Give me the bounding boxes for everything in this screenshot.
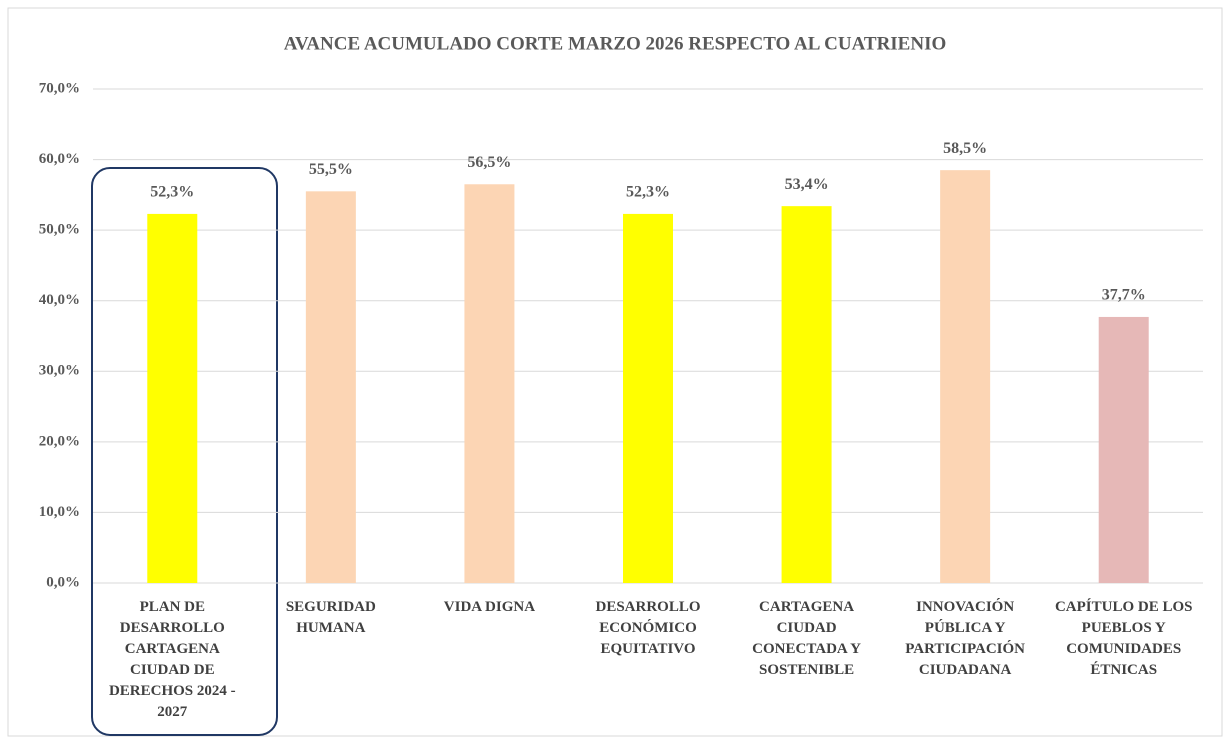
x-tick-label: PLAN DE DESARROLLO CARTAGENA CIUDAD DE D…: [108, 599, 236, 720]
value-label: 56,5%: [467, 154, 511, 171]
x-tick-label: DESARROLLO ECONÓMICO EQUITATIVO: [595, 599, 701, 657]
y-tick-label: 40,0%: [39, 292, 80, 308]
y-tick-label: 70,0%: [39, 80, 80, 96]
value-label: 52,3%: [150, 184, 194, 201]
x-tick-label: CARTAGENA CIUDAD CONECTADA Y SOSTENIBLE: [752, 599, 861, 678]
bar: [464, 184, 515, 583]
y-tick-label: 10,0%: [39, 504, 80, 520]
highlight-box: [91, 167, 278, 736]
y-tick-label: 60,0%: [39, 151, 80, 167]
chart-border: [7, 7, 1223, 737]
x-tick-label: CAPÍTULO DE LOS PUEBLOS Y COMUNIDADES ÉT…: [1054, 599, 1193, 678]
bar: [305, 191, 356, 584]
x-tick-label: INNOVACIÓN PÚBLICA Y PARTICIPACIÓN CIUDA…: [905, 599, 1026, 678]
value-label: 58,5%: [943, 140, 987, 157]
y-tick-label: 20,0%: [39, 433, 80, 449]
x-tick-label: SEGURIDAD HUMANA: [285, 599, 376, 636]
bar: [1098, 316, 1149, 583]
bar: [781, 206, 832, 584]
y-tick-label: 0,0%: [46, 574, 80, 590]
value-label: 55,5%: [309, 161, 353, 178]
value-label: 52,3%: [626, 184, 670, 201]
x-tick-label: VIDA DIGNA: [443, 599, 536, 615]
bar: [623, 213, 673, 583]
bar: [940, 170, 991, 583]
bar: [147, 213, 198, 583]
y-tick-label: 30,0%: [39, 363, 80, 379]
value-label: 53,4%: [785, 176, 829, 193]
value-label: 37,7%: [1102, 287, 1146, 304]
chart-title: AVANCE ACUMULADO CORTE MARZO 2026 RESPEC…: [284, 33, 947, 54]
y-tick-label: 50,0%: [39, 222, 80, 238]
